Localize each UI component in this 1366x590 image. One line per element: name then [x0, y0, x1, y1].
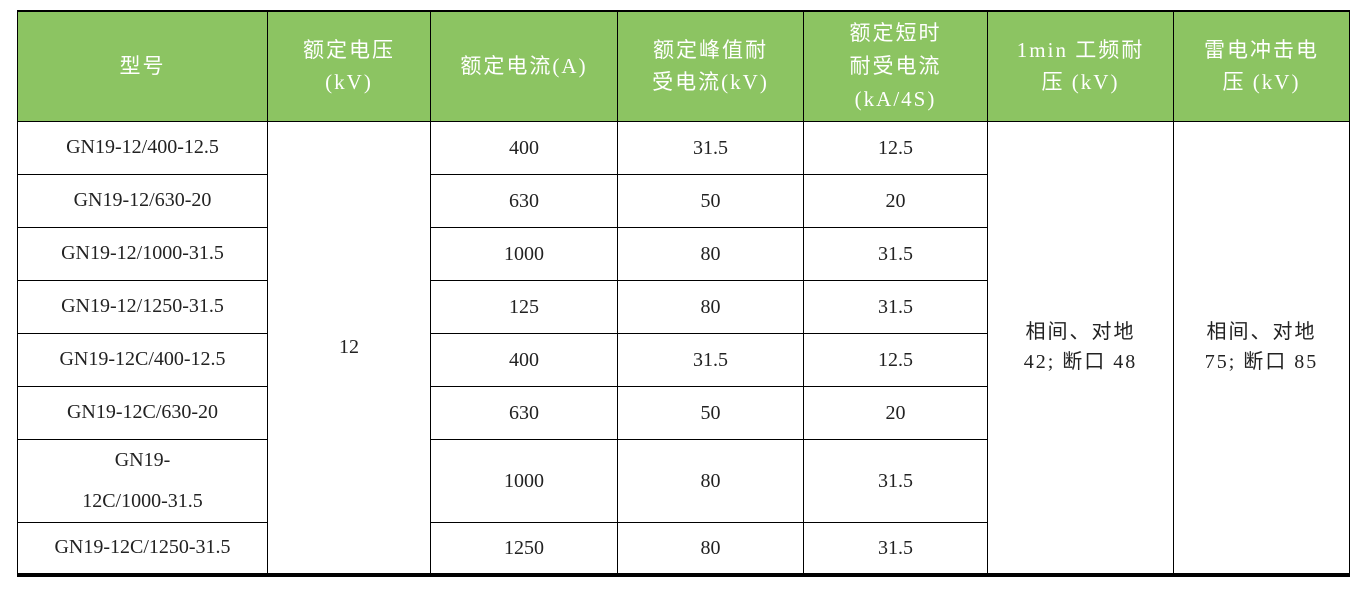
- peak-withstand-cell: 80: [617, 226, 804, 281]
- rated-current-cell: 630: [430, 173, 618, 228]
- short-time-withstand-cell: 31.5: [803, 226, 988, 281]
- table-row: GN19- 12C/1000-31.5 1000 80 31.5: [17, 438, 1350, 523]
- model-cell: GN19-12/1000-31.5: [17, 226, 268, 281]
- power-frequency-merged-cell: 相间、对地 42; 断口 48: [987, 120, 1174, 576]
- table-body: GN19-12/400-12.5 12 400 31.5 12.5 相间、对地 …: [17, 120, 1350, 576]
- rated-current-cell: 1000: [430, 438, 618, 523]
- model-cell: GN19-12/630-20: [17, 173, 268, 228]
- peak-withstand-cell: 80: [617, 438, 804, 523]
- table-row: GN19-12/1000-31.5 1000 80 31.5: [17, 226, 1350, 281]
- model-cell: GN19-12C/630-20: [17, 385, 268, 440]
- table-row: GN19-12/630-20 630 50 20: [17, 173, 1350, 228]
- peak-withstand-cell: 50: [617, 385, 804, 440]
- header-rated-current: 额定电流(A): [430, 10, 618, 122]
- short-time-withstand-cell: 31.5: [803, 438, 988, 523]
- rated-voltage-merged-cell: 12: [267, 120, 431, 576]
- short-time-withstand-cell: 20: [803, 173, 988, 228]
- short-time-withstand-cell: 12.5: [803, 120, 988, 175]
- peak-withstand-cell: 31.5: [617, 120, 804, 175]
- peak-withstand-cell: 50: [617, 173, 804, 228]
- header-row: 型号 额定电压 (kV) 额定电流(A) 额定峰值耐 受电流(kV) 额定短时 …: [17, 10, 1350, 122]
- header-peak-withstand-current: 额定峰值耐 受电流(kV): [617, 10, 804, 122]
- model-cell: GN19-12/400-12.5: [17, 120, 268, 175]
- rated-current-cell: 1000: [430, 226, 618, 281]
- lightning-impulse-merged-cell: 相间、对地 75; 断口 85: [1173, 120, 1350, 576]
- header-lightning-impulse-voltage: 雷电冲击电 压 (kV): [1173, 10, 1350, 122]
- model-cell: GN19-12C/1250-31.5: [17, 521, 268, 576]
- peak-withstand-cell: 80: [617, 521, 804, 576]
- header-model: 型号: [17, 10, 268, 122]
- model-cell: GN19-12C/400-12.5: [17, 332, 268, 387]
- peak-withstand-cell: 31.5: [617, 332, 804, 387]
- table-row: GN19-12C/630-20 630 50 20: [17, 385, 1350, 440]
- short-time-withstand-cell: 31.5: [803, 279, 988, 334]
- table-row: GN19-12/1250-31.5 125 80 31.5: [17, 279, 1350, 334]
- rated-current-cell: 630: [430, 385, 618, 440]
- short-time-withstand-cell: 20: [803, 385, 988, 440]
- rated-current-cell: 125: [430, 279, 618, 334]
- peak-withstand-cell: 80: [617, 279, 804, 334]
- model-cell: GN19- 12C/1000-31.5: [17, 438, 268, 523]
- table-row: GN19-12/400-12.5 12 400 31.5 12.5 相间、对地 …: [17, 120, 1350, 576]
- spec-table: 型号 额定电压 (kV) 额定电流(A) 额定峰值耐 受电流(kV) 额定短时 …: [17, 10, 1350, 577]
- rated-current-cell: 400: [430, 120, 618, 175]
- header-power-frequency-withstand-voltage: 1min 工频耐 压 (kV): [987, 10, 1174, 122]
- table-header: 型号 额定电压 (kV) 额定电流(A) 额定峰值耐 受电流(kV) 额定短时 …: [17, 10, 1350, 122]
- rated-current-cell: 400: [430, 332, 618, 387]
- table-row: GN19-12C/1250-31.5 1250 80 31.5: [17, 521, 1350, 576]
- rated-current-cell: 1250: [430, 521, 618, 576]
- table-row: GN19-12C/400-12.5 400 31.5 12.5: [17, 332, 1350, 387]
- header-rated-voltage: 额定电压 (kV): [267, 10, 431, 122]
- short-time-withstand-cell: 12.5: [803, 332, 988, 387]
- model-cell: GN19-12/1250-31.5: [17, 279, 268, 334]
- header-short-time-withstand-current: 额定短时 耐受电流 (kA/4S): [803, 10, 988, 122]
- short-time-withstand-cell: 31.5: [803, 521, 988, 576]
